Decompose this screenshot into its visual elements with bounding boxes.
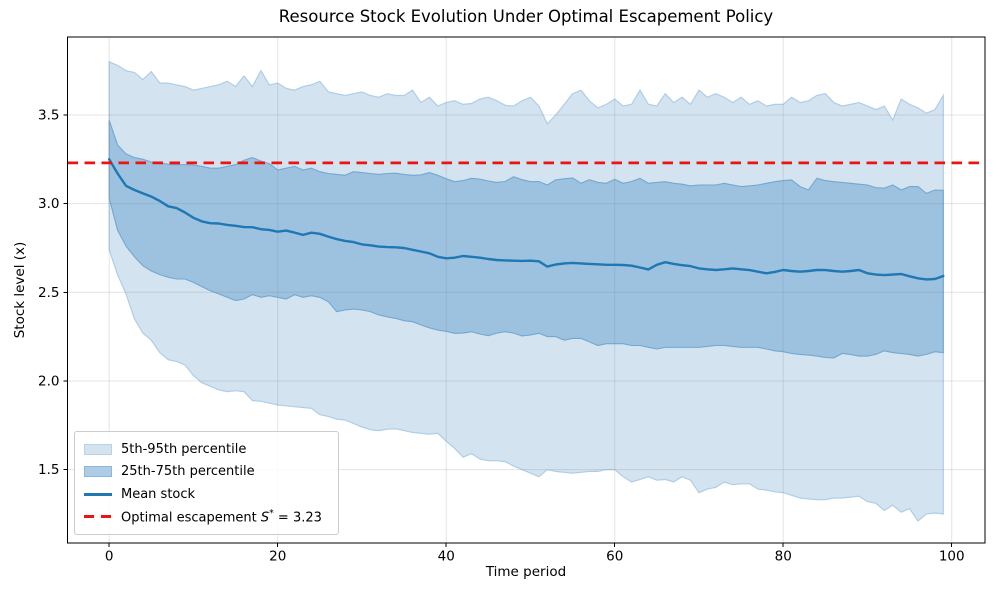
y-tick-label: 2.0	[38, 373, 59, 389]
y-tick-label: 1.5	[38, 462, 59, 478]
legend-line-swatch	[84, 492, 112, 496]
legend-item-label: Mean stock	[121, 486, 196, 502]
legend-patch-swatch	[84, 466, 112, 478]
legend-item: 5th-95th percentile	[84, 438, 330, 461]
y-axis-label: Stock level (x)	[12, 241, 28, 339]
legend-item-label: Optimal escapement S* = 3.23	[121, 508, 322, 526]
legend-dashed-line-swatch	[84, 515, 112, 519]
x-tick-label: 40	[438, 549, 455, 565]
plot-border	[67, 36, 986, 544]
x-tick-label: 20	[269, 549, 286, 565]
y-tick-label: 2.5	[38, 285, 59, 301]
x-tick-label: 80	[775, 549, 792, 565]
x-tick-label: 0	[105, 549, 114, 565]
legend-item: Mean stock	[84, 483, 330, 506]
y-tick-label: 3.0	[38, 196, 59, 212]
x-tick-label: 60	[606, 549, 623, 565]
x-axis-label: Time period	[485, 564, 567, 580]
legend-item-label: 25th-75th percentile	[121, 464, 255, 480]
legend-item: Optimal escapement S* = 3.23	[84, 506, 330, 529]
mean-stock-line	[108, 158, 945, 281]
legend-item: 25th-75th percentile	[84, 461, 330, 484]
legend: 5th-95th percentile 25th-75th percentile M…	[74, 431, 339, 535]
band-25-75	[108, 120, 944, 359]
chart-title: Resource Stock Evolution Under Optimal E…	[278, 7, 774, 26]
legend-patch-swatch	[84, 443, 112, 455]
legend-item-label: 5th-95th percentile	[121, 441, 247, 457]
y-tick-label: 3.5	[38, 108, 59, 124]
x-tick-label: 100	[939, 549, 965, 565]
